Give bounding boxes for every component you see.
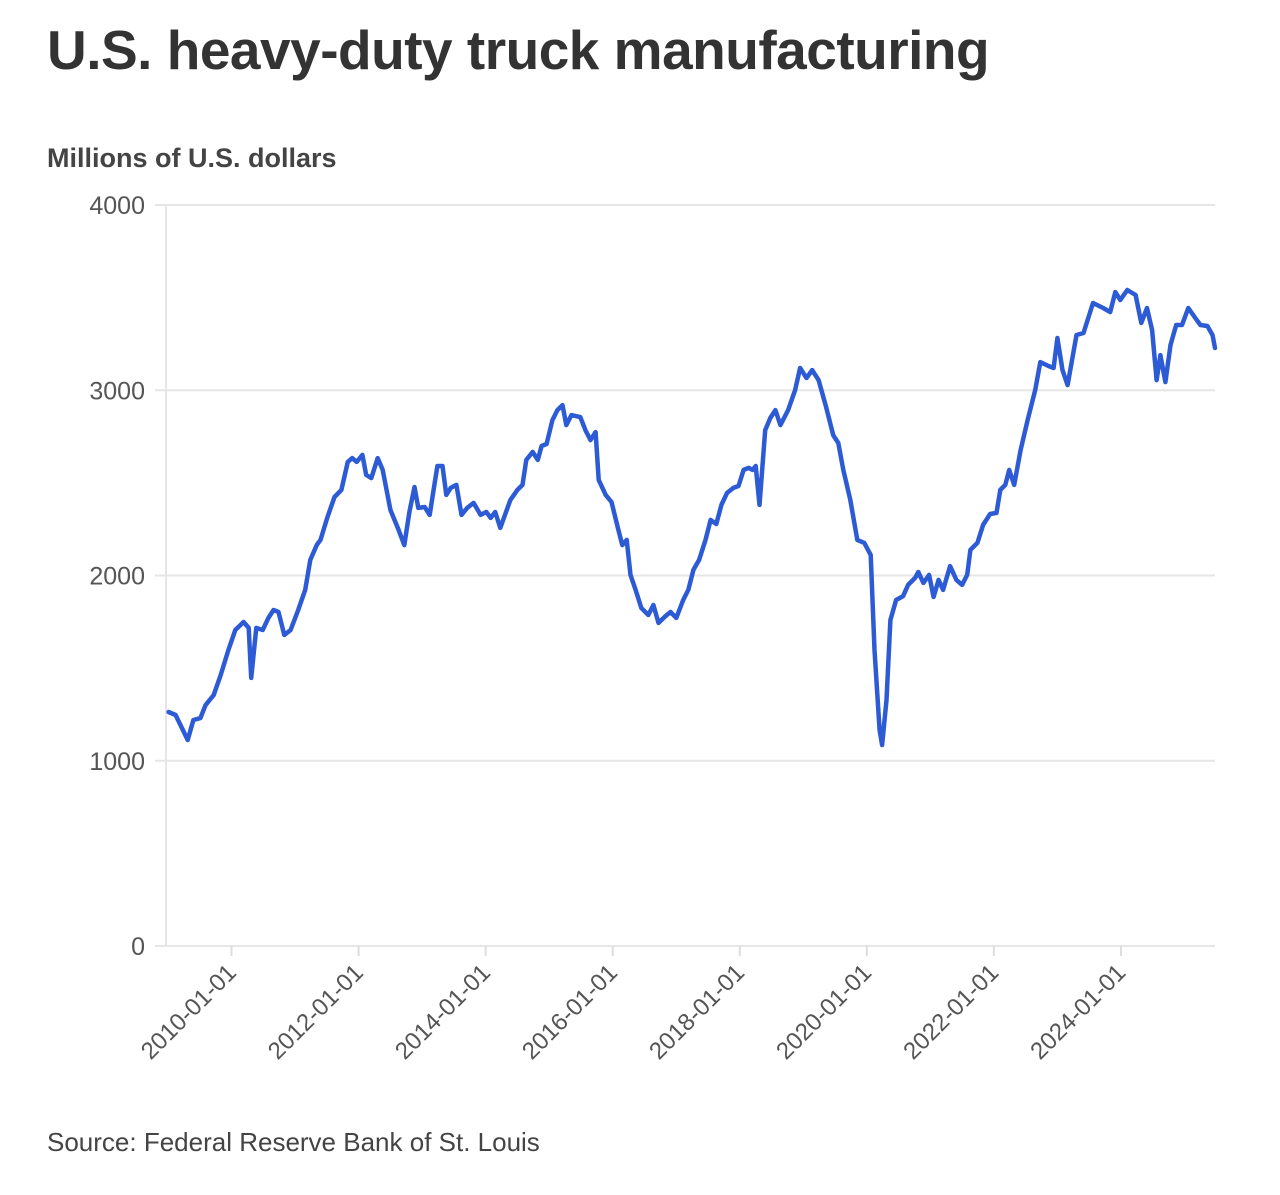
gridlines — [155, 204, 1215, 947]
x-axis-ticks: 2010-01-01 2012-01-01 2014-01-01 2016-01-01… — [136, 946, 1131, 1065]
y-tick-label: 2000 — [89, 563, 145, 591]
x-tick-label: 2020-01-01 — [771, 959, 877, 1065]
series-line — [166, 287, 1218, 748]
chart-title: U.S. heavy-duty truck manufacturing — [47, 19, 990, 81]
source-note: Source: Federal Reserve Bank of St. Loui… — [47, 1127, 540, 1157]
x-tick-label: 2012-01-01 — [263, 959, 369, 1065]
y-tick-label: 1000 — [89, 748, 145, 776]
x-tick-label: 2014-01-01 — [390, 959, 496, 1065]
y-tick-label: 3000 — [89, 377, 145, 405]
y-tick-label: 0 — [131, 933, 145, 961]
y-axis-label: Millions of U.S. dollars — [47, 143, 337, 173]
x-tick-label: 2010-01-01 — [136, 959, 242, 1065]
x-tick-label: 2022-01-01 — [898, 959, 1004, 1065]
series-lines — [166, 287, 1218, 748]
x-tick-label: 2018-01-01 — [644, 959, 750, 1065]
x-tick-label: 2016-01-01 — [517, 959, 623, 1065]
y-axis-ticks: 0 1000 2000 3000 4000 — [89, 192, 145, 961]
y-tick-label: 4000 — [89, 192, 145, 220]
x-tick-label: 2024-01-01 — [1025, 959, 1131, 1065]
